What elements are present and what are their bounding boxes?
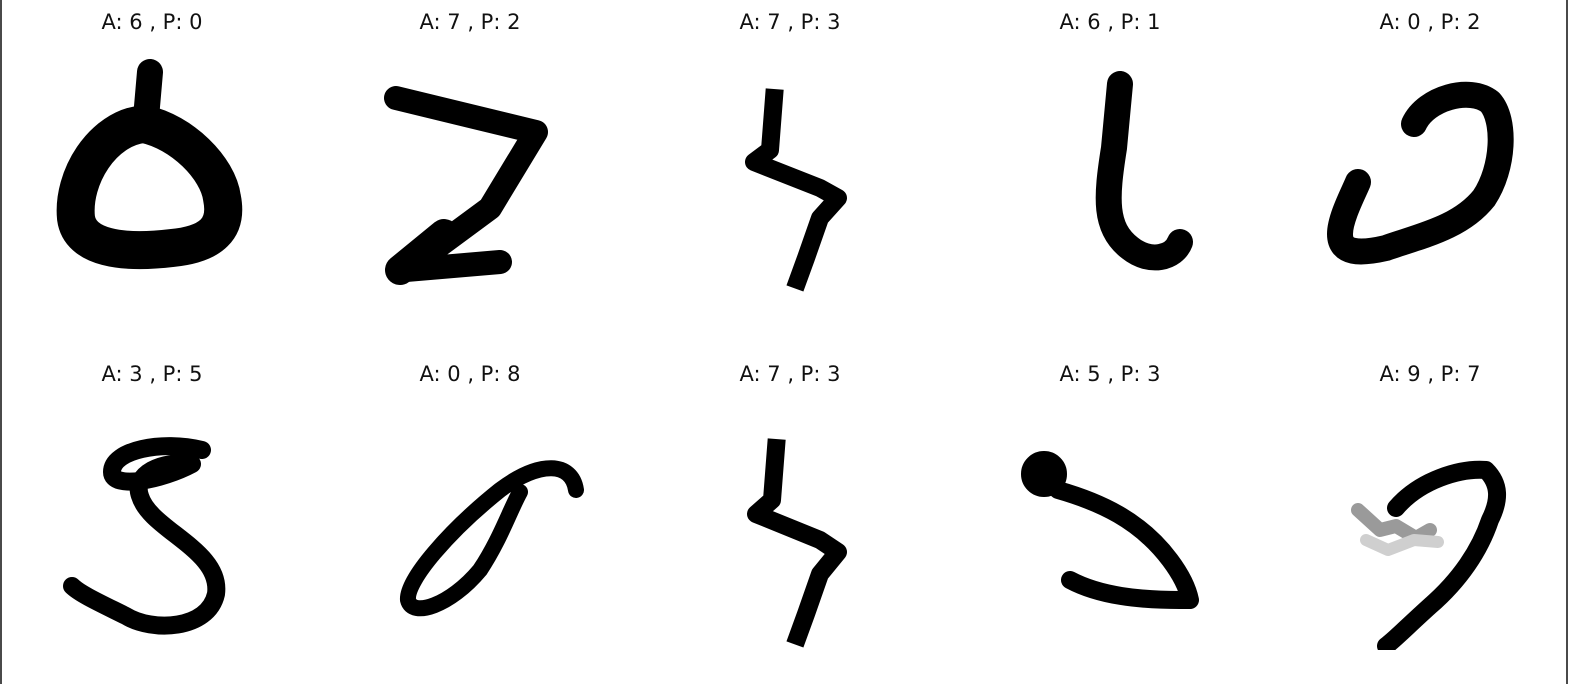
digit-zigzag-icon: [747, 438, 847, 648]
digit-cell-4: A: 6 , P: 1: [980, 0, 1240, 320]
digit-cell-8: A: 7 , P: 3: [660, 352, 920, 672]
cell-title: A: 6 , P: 1: [1059, 10, 1161, 34]
cell-title: A: 6 , P: 0: [101, 10, 203, 34]
digit-cell-10: A: 9 , P: 7: [1300, 352, 1560, 672]
digit-ring-icon: [56, 59, 243, 270]
digit-cell-3: A: 7 , P: 3: [660, 0, 920, 320]
digit-blob-hook-icon: [1021, 451, 1199, 609]
cell-title: A: 7 , P: 3: [739, 10, 841, 34]
cell-title: A: 7 , P: 3: [739, 362, 841, 386]
cell-title: A: 5 , P: 3: [1059, 362, 1161, 386]
digit-cell-6: A: 3 , P: 5: [22, 352, 282, 672]
digit-z-stroke-icon: [384, 86, 548, 285]
digit-slanted-loop-icon: [400, 460, 584, 617]
digit-curl-icon: [1327, 81, 1514, 265]
digit-cell-9: A: 5 , P: 3: [980, 352, 1240, 672]
digit-cell-1: A: 6 , P: 0: [22, 0, 282, 320]
digit-faded-seven-icon: [1351, 460, 1506, 650]
cell-title: A: 9 , P: 7: [1379, 362, 1481, 386]
digit-cell-7: A: 0 , P: 8: [340, 352, 600, 672]
digit-hook-icon: [1095, 71, 1193, 271]
cell-title: A: 7 , P: 2: [419, 10, 521, 34]
cell-title: A: 0 , P: 8: [419, 362, 521, 386]
digit-s-loop-icon: [63, 437, 226, 635]
digit-cell-2: A: 7 , P: 2: [340, 0, 600, 320]
digit-zigzag-icon: [745, 88, 847, 292]
cell-title: A: 0 , P: 2: [1379, 10, 1481, 34]
digit-cell-5: A: 0 , P: 2: [1300, 0, 1560, 320]
cell-title: A: 3 , P: 5: [101, 362, 203, 386]
